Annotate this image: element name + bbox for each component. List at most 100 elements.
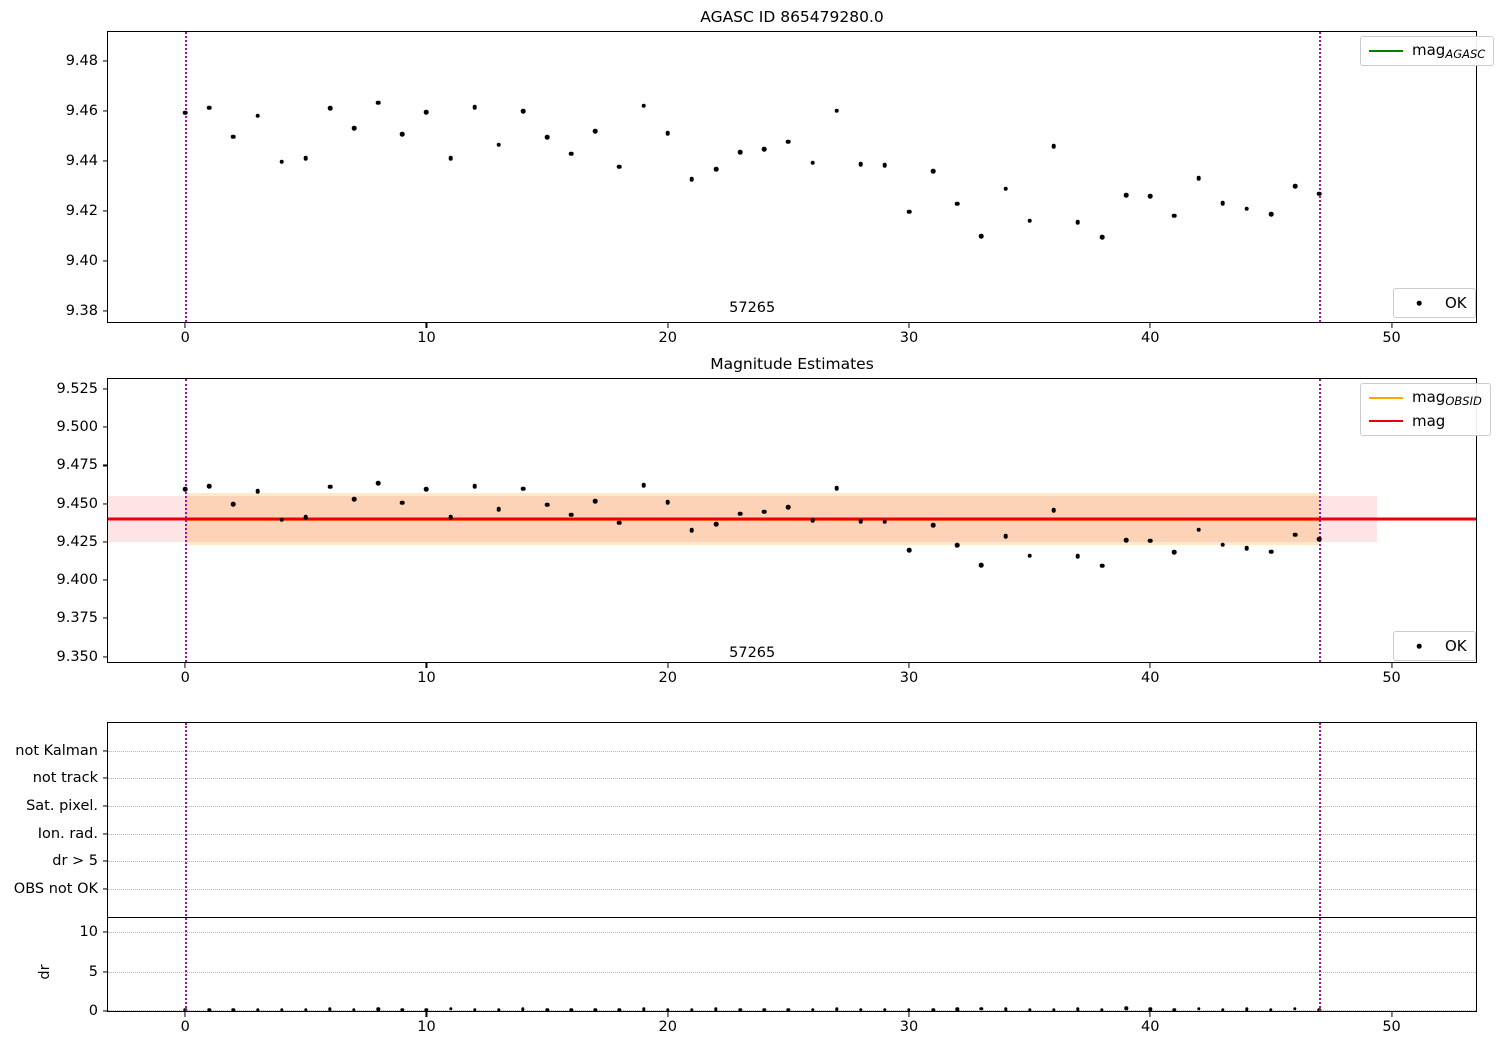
p2-data-point <box>303 515 309 520</box>
dr-ytick-mark <box>102 931 107 933</box>
p2-data-point <box>1027 553 1032 558</box>
dr-data-point <box>690 1008 694 1011</box>
p3-vline-obsid-boundary <box>1319 723 1322 1011</box>
p2-data-point <box>207 484 212 489</box>
p1-ytick-label: 9.44 <box>65 152 98 169</box>
p1-data-point <box>327 105 333 111</box>
flag-label: not Kalman <box>15 742 98 759</box>
p1-ytick-mark <box>102 160 107 162</box>
dr-ytick-mark <box>102 971 107 973</box>
p3-xtick-mark <box>908 1012 910 1017</box>
p2-data-point <box>761 509 767 515</box>
p3-xtick-mark <box>1391 1012 1393 1017</box>
p2-data-point <box>182 487 188 492</box>
legend-entry: magAGASC <box>1369 40 1486 62</box>
p1-data-point <box>424 109 429 115</box>
p1-data-point <box>1099 234 1105 240</box>
p1-data-point <box>472 104 478 110</box>
p1-xtick-label: 40 <box>1141 330 1160 346</box>
dr-data-point <box>641 1007 646 1011</box>
dr-data-point <box>666 1008 670 1011</box>
p1-data-point <box>1244 206 1250 211</box>
p3-xtick-mark <box>1149 1012 1151 1017</box>
dr-data-point <box>1124 1006 1128 1011</box>
p2-data-point <box>1196 527 1201 532</box>
p1-ytick-mark <box>102 60 107 62</box>
p2-ytick-label: 9.400 <box>56 572 98 589</box>
p2-ytick-mark <box>102 656 107 658</box>
p1-data-point <box>617 164 622 170</box>
legend-panel1-magagasc[interactable]: magAGASC <box>1360 36 1495 66</box>
p2-ytick-mark <box>102 617 107 619</box>
legend-label: OK <box>1445 294 1467 312</box>
p1-data-point <box>375 100 381 106</box>
legend-label: magAGASC <box>1412 40 1486 62</box>
p1-data-point <box>231 134 236 139</box>
panel2-title: Magnitude Estimates <box>710 355 874 373</box>
dr-data-point <box>1027 1008 1032 1011</box>
p1-ytick-mark <box>102 260 107 262</box>
p1-ytick-label: 9.40 <box>65 252 98 269</box>
dr-data-point <box>834 1007 839 1011</box>
flag-ytick-mark <box>102 777 107 779</box>
p3-xtick-label: 0 <box>180 1019 190 1035</box>
p1-xtick-label: 0 <box>180 330 190 346</box>
dr-data-point <box>1076 1007 1080 1011</box>
p2-data-point <box>1003 533 1008 539</box>
p3-xtick-mark <box>184 1012 186 1017</box>
dr-data-point <box>497 1008 501 1011</box>
dr-data-point <box>400 1008 405 1011</box>
dr-data-point <box>955 1007 959 1011</box>
p2-ytick-label: 9.450 <box>56 495 98 512</box>
p1-data-point <box>737 149 743 155</box>
p1-data-point <box>520 108 526 114</box>
p2-xtick-label: 0 <box>180 670 190 686</box>
p2-xtick-label: 20 <box>658 670 677 686</box>
p2-ytick-label: 9.525 <box>56 380 98 397</box>
dr-data-point <box>1148 1007 1152 1011</box>
dr-data-point <box>448 1007 453 1011</box>
p1-data-point <box>593 128 598 134</box>
flag-label: Ion. rad. <box>37 825 98 842</box>
p1-ytick-mark <box>102 310 107 312</box>
p2-vline-obsid-boundary <box>1319 379 1322 662</box>
p3-xtick-label: 50 <box>1382 1019 1401 1035</box>
p2-xtick-label: 30 <box>899 670 919 686</box>
dr-data-point <box>1293 1007 1297 1011</box>
p2-data-point <box>834 485 839 491</box>
p1-ytick-label: 9.46 <box>65 102 98 119</box>
dr-data-point <box>328 1007 332 1011</box>
p1-data-point <box>279 159 284 165</box>
p1-data-point <box>713 166 719 172</box>
dr-data-point <box>424 1007 429 1011</box>
p2-xtick-label: 50 <box>1382 670 1401 686</box>
legend-label: magOBSID <box>1412 387 1482 409</box>
dr-data-point <box>231 1008 236 1011</box>
p2-data-point <box>954 542 960 548</box>
legend-dot-swatch <box>1402 294 1436 312</box>
dr-data-point <box>304 1008 308 1011</box>
dr-data-point <box>1172 1008 1177 1011</box>
dr-data-point <box>280 1008 284 1011</box>
legend-panel2-ok[interactable]: OK <box>1393 631 1476 661</box>
p2-data-point <box>448 514 453 520</box>
p2-vline-obsid-boundary <box>185 379 188 662</box>
flag-ytick-mark <box>102 888 107 890</box>
dr-gridline <box>108 932 1476 934</box>
p2-ytick-mark <box>102 541 107 543</box>
p1-data-point <box>1075 219 1081 225</box>
p1-ytick-label: 9.48 <box>65 52 98 69</box>
legend-panel1-ok[interactable]: OK <box>1393 288 1476 318</box>
dr-data-point <box>738 1008 742 1011</box>
p2-ytick-label: 9.425 <box>56 533 98 550</box>
p1-xtick-label: 20 <box>658 330 677 346</box>
p2-data-point <box>858 518 864 524</box>
p1-data-point <box>665 130 671 136</box>
dr-data-point <box>931 1008 935 1011</box>
dr-data-point <box>1100 1008 1104 1011</box>
p1-data-point <box>1027 218 1032 223</box>
p2-data-point <box>1316 536 1322 542</box>
p1-data-point <box>906 209 912 215</box>
flag-gridline <box>108 861 1476 863</box>
legend-panel2-maglines[interactable]: magOBSID mag <box>1360 383 1491 436</box>
